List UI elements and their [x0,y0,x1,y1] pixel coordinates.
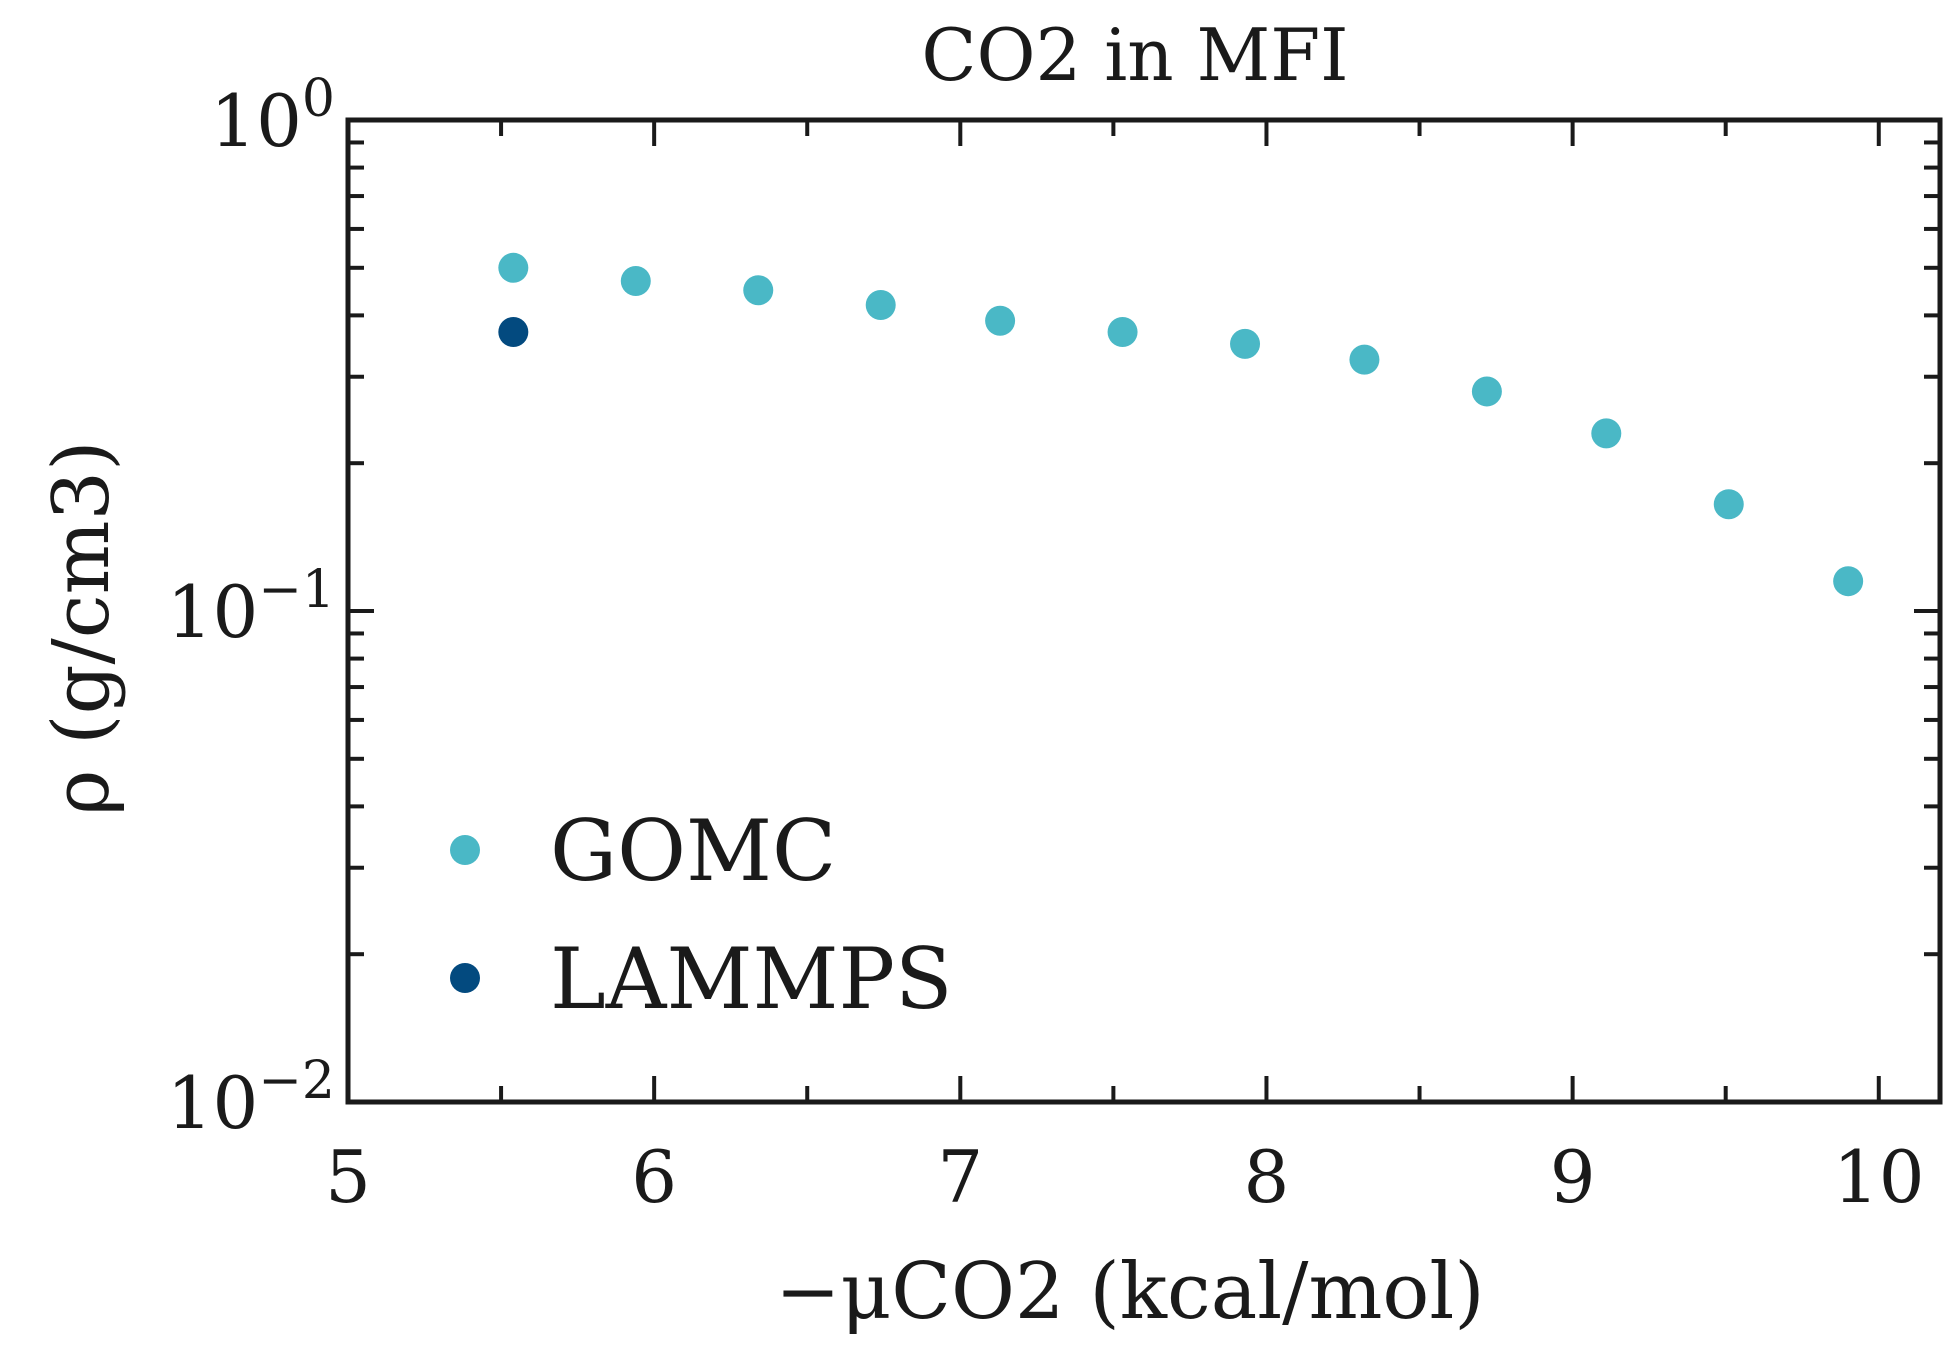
x-tick-label: 7 [937,1135,983,1219]
data-points [498,252,1864,597]
data-point-gomc [743,275,774,306]
data-point-lammps [498,317,529,348]
legend-label: GOMC [550,802,836,900]
x-tick-label: 9 [1550,1135,1596,1219]
y-tick-label: 10−1 [167,560,335,654]
data-point-gomc [1833,566,1864,597]
y-axis-label: ρ (g/cm3) [37,441,127,816]
data-point-gomc [1349,344,1380,375]
axis-tick-labels: 5 6 7 8 9 10 10−2 10−1 100 [167,69,1925,1219]
data-point-gomc [1230,328,1261,359]
x-tick-label: 8 [1244,1135,1290,1219]
x-axis-label: −μCO2 (kcal/mol) [775,1247,1485,1337]
data-point-gomc [1713,489,1744,520]
y-tick-label: 10−2 [167,1051,335,1145]
data-point-gomc [1471,376,1502,407]
x-tick-label: 5 [325,1135,371,1219]
legend-label: LAMMPS [550,930,953,1028]
data-point-gomc [1591,418,1622,449]
plot-frame [345,117,1943,1105]
data-point-gomc [1107,317,1138,348]
legend-marker [450,835,480,865]
legend-marker [450,963,480,993]
data-point-gomc [498,252,529,283]
data-point-gomc [620,265,651,296]
y-tick-label: 100 [210,69,335,163]
x-tick-label: 6 [631,1135,677,1219]
data-point-gomc [985,305,1016,336]
legend: GOMC LAMMPS [450,802,953,1028]
data-point-gomc [865,289,896,320]
x-tick-label: 10 [1833,1135,1925,1219]
chart-title: CO2 in MFI [921,13,1348,97]
